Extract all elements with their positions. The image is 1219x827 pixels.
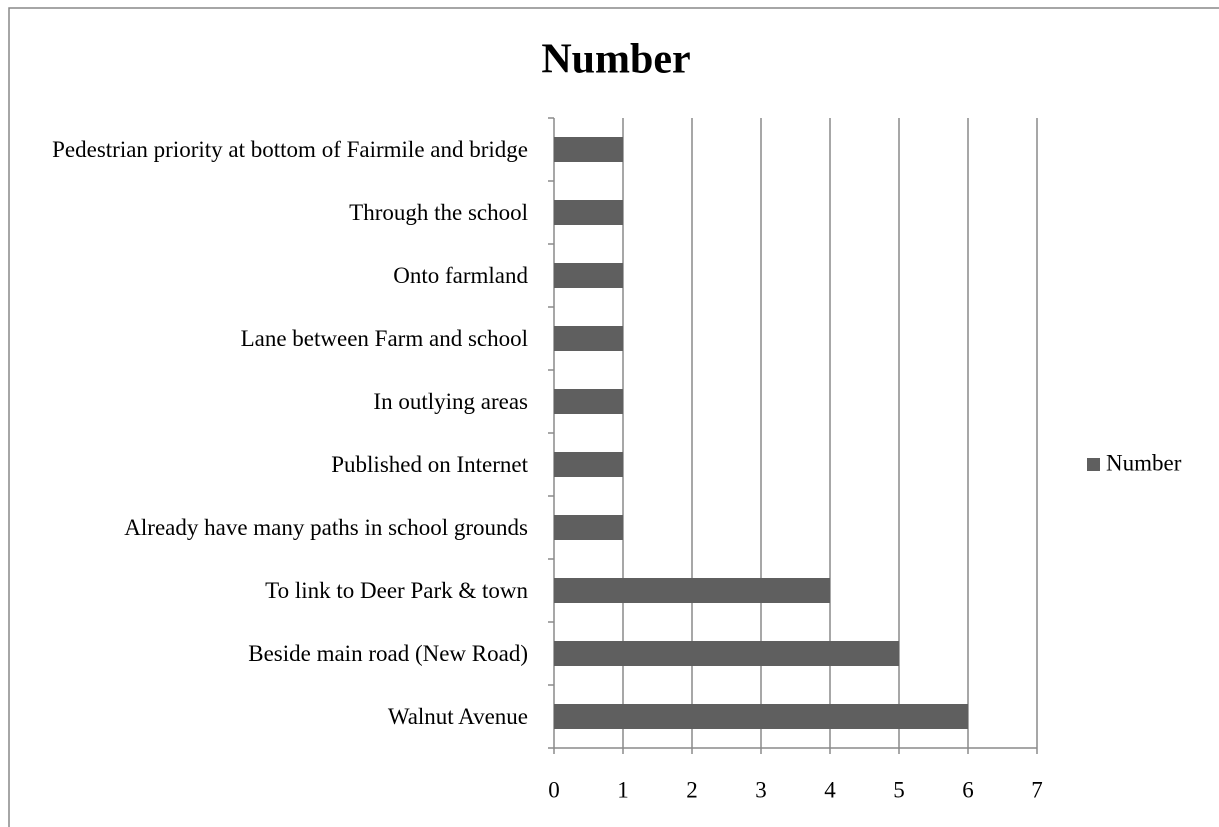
frame [8, 7, 1219, 827]
x-tick-label: 4 [824, 777, 836, 802]
y-tick-label: Pedestrian priority at bottom of Fairmil… [52, 136, 528, 162]
y-tick-label: Onto farmland [393, 262, 528, 288]
x-tick-label: 6 [962, 777, 974, 802]
x-tick-label: 1 [617, 777, 629, 802]
bar [554, 263, 623, 288]
y-tick-label: Through the school [349, 199, 528, 225]
bar [554, 389, 623, 414]
y-tick-label: Lane between Farm and school [240, 325, 528, 351]
x-tick-label: 0 [548, 777, 560, 802]
bar [554, 641, 899, 666]
y-tick-label: Walnut Avenue [387, 703, 528, 729]
legend-swatch [1087, 458, 1100, 471]
bar [554, 452, 623, 477]
bar [554, 137, 623, 162]
x-tick-label: 5 [893, 777, 905, 802]
bar [554, 515, 623, 540]
bar [554, 704, 968, 729]
x-tick-label: 7 [1031, 777, 1043, 802]
bar [554, 200, 623, 225]
x-tick-label: 3 [755, 777, 767, 802]
x-tick-label: 2 [686, 777, 698, 802]
y-tick-label: Published on Internet [331, 451, 528, 477]
y-tick-label: Beside main road (New Road) [248, 640, 528, 666]
bar [554, 326, 623, 351]
chart-title: Number [541, 37, 690, 83]
legend-label: Number [1106, 450, 1182, 475]
y-tick-label: Already have many paths in school ground… [124, 514, 528, 540]
y-tick-label: In outlying areas [373, 388, 528, 414]
bar [554, 578, 830, 603]
y-tick-label: To link to Deer Park & town [265, 577, 528, 603]
